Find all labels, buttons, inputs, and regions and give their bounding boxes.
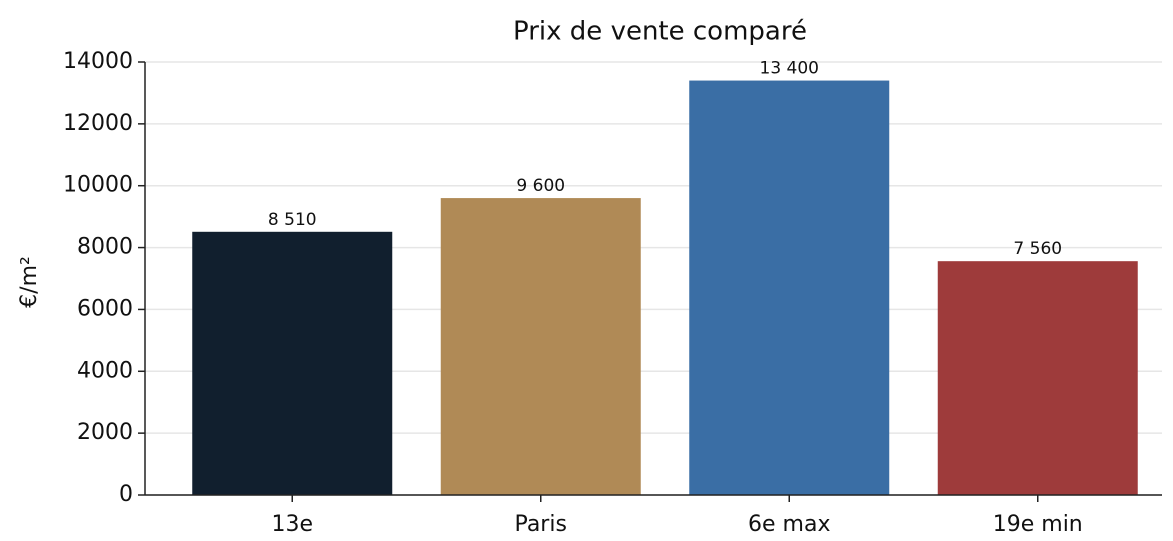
- y-tick-label: 2000: [77, 420, 133, 445]
- value-label: 13 400: [760, 59, 819, 79]
- bar: [937, 261, 1138, 495]
- y-axis-label: €/m²: [17, 256, 42, 308]
- y-tick-label: 14000: [63, 49, 133, 74]
- x-tick-label: 19e min: [993, 512, 1083, 537]
- chart-title: Prix de vente comparé: [513, 17, 807, 47]
- y-tick-label: 6000: [77, 296, 133, 321]
- value-label: 8 510: [268, 210, 317, 230]
- x-tick-label: 6e max: [748, 512, 830, 537]
- y-tick-label: 12000: [63, 111, 133, 136]
- bar: [440, 198, 641, 496]
- y-tick-label: 8000: [77, 235, 133, 260]
- y-tick-label: 4000: [77, 358, 133, 383]
- y-tick-label: 0: [119, 482, 133, 507]
- y-tick-label: 10000: [63, 173, 133, 198]
- x-tick-label: 13e: [271, 512, 313, 537]
- bar: [689, 80, 890, 496]
- value-label: 9 600: [516, 176, 565, 196]
- value-label: 7 560: [1013, 239, 1062, 259]
- bar: [192, 231, 393, 495]
- x-tick-label: Paris: [515, 512, 567, 537]
